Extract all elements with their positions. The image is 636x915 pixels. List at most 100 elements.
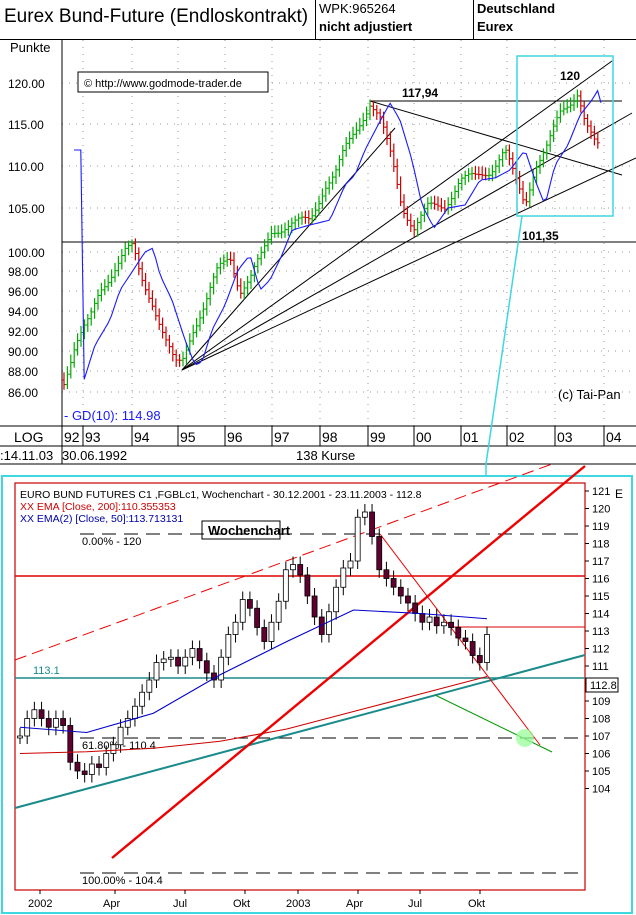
bottom-ytick: 118: [592, 539, 610, 551]
top-ytick: 110.00: [8, 160, 44, 174]
top-xtick: 02: [509, 429, 525, 445]
weekly-candle: [469, 641, 476, 656]
top-ytick: 90.00: [8, 345, 38, 359]
red-uptrend: [111, 465, 586, 859]
weekly-candle: [333, 586, 340, 613]
bottom-ytick: 114: [592, 609, 610, 621]
weekly-candle: [232, 621, 239, 635]
top-ytick: 105.00: [8, 202, 45, 216]
ema200-label: XX EMA [Close, 200]:110.355353: [20, 501, 176, 513]
weekly-candle: [426, 616, 433, 623]
fib100-label: 100.00% - 104.4: [82, 875, 163, 887]
weekly-candle: [110, 744, 117, 754]
weekly-candle: [340, 567, 347, 588]
weekly-candle: [268, 621, 275, 642]
weekly-candle: [45, 718, 52, 728]
top-ytick: 88.00: [8, 365, 38, 379]
weekly-candle: [53, 718, 59, 728]
chart-title: Eurex Bund-Future (Endloskontrakt): [0, 0, 316, 40]
weekly-candle: [17, 735, 23, 739]
up-trendline-1: [181, 127, 396, 371]
ema50-label: XX EMA(2) [Close, 50]:113.713131: [20, 513, 183, 525]
weekly-candle: [247, 599, 253, 609]
up-trendline-3: [181, 112, 633, 371]
adjusted-label: nicht adjustiert: [319, 19, 413, 34]
weekly-candle: [67, 725, 74, 763]
weekly-candle: [390, 578, 397, 588]
copyright: (c) Tai-Pan: [558, 387, 621, 402]
weekly-candle: [160, 658, 167, 663]
weekly-candle: [139, 691, 146, 707]
moving-average-line: [74, 89, 602, 380]
teal-trendline: [14, 654, 586, 809]
level-label: 113.1: [33, 665, 60, 677]
bottom-chart: 1211201191181171161151141131121111101091…: [1, 464, 633, 914]
bottom-ytick: 113: [592, 626, 610, 638]
top-chart: Punkte 120.00 115.00 110.00 105.00 100.00 98.…: [0, 40, 636, 465]
bottom-ytick: 121: [592, 486, 610, 498]
scale-label: LOG: [14, 429, 44, 445]
country-label: Deutschland: [477, 1, 556, 16]
weekly-candle: [462, 637, 469, 642]
weekly-candle: [81, 770, 88, 775]
top-ytick: 96.00: [8, 285, 38, 299]
bottom-ytick: 108: [592, 714, 610, 726]
weekly-candle: [304, 574, 311, 597]
bottom-xtick: 2003: [286, 898, 310, 910]
weekly-candle: [448, 621, 454, 628]
bottom-xtick: Okt: [233, 898, 250, 910]
weekly-candle: [405, 595, 411, 604]
ma-label: - GD(10): 114.98: [64, 408, 161, 423]
red-dashed-channel: [14, 464, 554, 661]
weekly-candle: [225, 634, 232, 658]
last-price: 112.8: [590, 680, 617, 692]
bottom-ytick: 116: [592, 574, 610, 586]
weekly-candle: [124, 718, 131, 728]
ema200-line: [19, 675, 488, 755]
weekly-candle: [297, 564, 304, 576]
annot-peak: 120: [560, 69, 580, 83]
weekly-candle: [203, 660, 210, 674]
bottom-xtick: Apr: [103, 898, 120, 910]
date-from: :14.11.03: [0, 448, 53, 463]
bottom-ytick: 115: [592, 591, 610, 603]
weekly-candle: [433, 616, 440, 627]
weekly-candle: [218, 656, 225, 681]
weekly-candle: [254, 607, 260, 628]
annot-support: 101,35: [522, 229, 559, 243]
weekly-candle: [31, 709, 38, 719]
top-xtick: 94: [134, 429, 150, 445]
weekly-candle: [182, 656, 189, 667]
up-trendline-4: [181, 157, 636, 371]
bottom-xtick: Apr: [346, 898, 363, 910]
bottom-ytick: 120: [592, 504, 610, 516]
weekly-candle: [383, 569, 390, 579]
bottom-ytick: 109: [592, 696, 610, 708]
top-xtick: 04: [606, 429, 622, 445]
weekly-candle: [282, 569, 289, 602]
top-xtick: 03: [557, 429, 573, 445]
weekly-candle: [74, 761, 81, 772]
weekly-candle: [153, 662, 160, 681]
bottom-ytick: 117: [592, 556, 610, 568]
top-xtick: 98: [322, 429, 338, 445]
top-xtick: 96: [227, 429, 243, 445]
zoom-box: [516, 55, 614, 217]
bottom-ytick: 105: [592, 766, 610, 778]
weekly-candle: [476, 655, 483, 663]
bottom-xtick: Okt: [468, 898, 485, 910]
weekly-candle: [175, 656, 181, 667]
bottom-ytick: 119: [592, 521, 610, 533]
top-ytick: 86.00: [8, 386, 38, 400]
price-bars: [62, 89, 600, 390]
weekly-candle: [239, 599, 246, 623]
weekly-candle: [376, 536, 383, 571]
wochenchart-label: Wochenchart: [208, 523, 291, 538]
weekly-candle: [60, 718, 67, 726]
weekly-candle: [354, 516, 361, 562]
bottom-xtick: Jul: [408, 898, 422, 910]
bottom-ytick: 111: [592, 661, 609, 673]
weekly-candle: [261, 627, 268, 642]
weekly-candle: [455, 627, 462, 639]
top-xtick: 00: [416, 429, 432, 445]
